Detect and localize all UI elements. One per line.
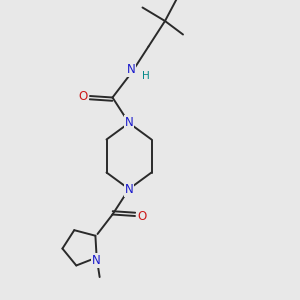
Text: N: N [124,183,134,196]
Text: N: N [127,63,136,76]
Text: N: N [124,116,134,129]
Text: H: H [142,70,149,81]
Text: N: N [92,254,100,267]
Text: O: O [79,89,88,103]
Text: O: O [137,209,146,223]
